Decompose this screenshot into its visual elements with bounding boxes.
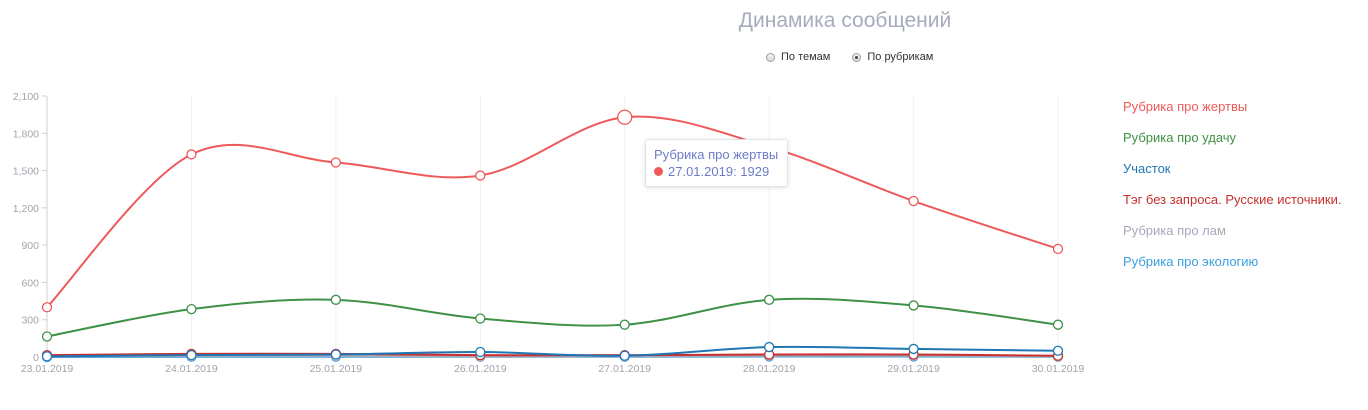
radio-by-rubrics-label: По рубрикам xyxy=(867,51,934,63)
radio-by-topics[interactable]: По темам xyxy=(766,51,830,63)
data-point xyxy=(475,313,486,324)
radio-by-rubrics[interactable]: По рубрикам xyxy=(852,51,933,63)
legend-item-ekologiya[interactable]: Рубрика про экологию xyxy=(1123,254,1259,269)
y-tick-label: 2,100 xyxy=(13,91,39,103)
legend-item-zhertvy[interactable]: Рубрика про жертвы xyxy=(1123,99,1248,114)
x-tick-label: 30.01.2019 xyxy=(1032,363,1085,375)
data-point xyxy=(475,170,486,181)
chart-legend: Рубрика про жертвы Рубрика про удачу Уча… xyxy=(1123,98,1342,284)
data-point xyxy=(186,303,197,315)
data-point xyxy=(330,349,342,360)
radio-by-topics-label: По темам xyxy=(781,51,831,63)
x-tick-label: 27.01.2019 xyxy=(598,363,651,375)
tooltip-series-name: Рубрика про жертвы xyxy=(654,147,779,162)
line-chart: 0 300 600 900 1,200 1,500 1,800 2,100 23.01.2019… xyxy=(13,91,1085,375)
legend-item-lam[interactable]: Рубрика про лам xyxy=(1123,223,1226,238)
radio-by-topics-indicator[interactable] xyxy=(766,52,775,62)
chart-tooltip: Рубрика про жертвы 27.01.2019: 1929 xyxy=(645,139,789,187)
x-tick-label: 23.01.2019 xyxy=(21,363,74,375)
radio-by-rubrics-indicator[interactable] xyxy=(852,52,862,62)
x-tick-label: 29.01.2019 xyxy=(887,363,940,375)
grouping-radio-group: По темам По рубрикам xyxy=(766,51,933,63)
legend-item-uchastok[interactable]: Участок xyxy=(1123,161,1171,176)
chart-title: Динамика сообщений xyxy=(738,9,952,32)
data-point xyxy=(763,294,775,305)
y-tick-label: 1,500 xyxy=(13,166,39,178)
legend-item-teg[interactable]: Тэг без запроса. Русские источники. xyxy=(1123,192,1342,207)
data-point xyxy=(330,294,342,305)
data-point xyxy=(619,319,630,330)
data-point xyxy=(41,302,53,313)
y-tick-label: 300 xyxy=(21,315,39,327)
data-point xyxy=(1052,319,1064,330)
tooltip-value-row: 27.01.2019: 1929 xyxy=(654,163,778,180)
tooltip-value: 27.01.2019: 1929 xyxy=(668,164,770,179)
data-point xyxy=(763,341,775,353)
data-point xyxy=(186,149,197,160)
data-point xyxy=(330,157,342,168)
tooltip-marker-icon xyxy=(654,167,663,176)
series-line-1 xyxy=(46,297,1059,338)
x-tick-label: 28.01.2019 xyxy=(743,363,796,375)
data-point xyxy=(41,331,53,342)
data-point xyxy=(908,195,919,207)
data-point xyxy=(619,350,630,361)
y-tick-label: 1,200 xyxy=(13,203,39,215)
y-tick-label: 900 xyxy=(21,240,39,252)
x-tick-label: 24.01.2019 xyxy=(165,363,218,375)
x-tick-label: 25.01.2019 xyxy=(310,363,363,375)
data-point xyxy=(908,300,919,311)
y-tick-label: 1,800 xyxy=(13,128,39,140)
data-point xyxy=(41,351,53,362)
data-point xyxy=(908,343,919,355)
y-tick-label: 600 xyxy=(21,277,39,289)
y-tick-label: 0 xyxy=(33,352,39,364)
data-point xyxy=(475,346,486,358)
series-line-0 xyxy=(46,115,1059,308)
data-point xyxy=(186,349,197,361)
data-point xyxy=(617,109,633,125)
data-point xyxy=(1052,345,1064,356)
data-point xyxy=(1052,243,1064,255)
series-line-2 xyxy=(46,345,1059,358)
legend-item-udacha[interactable]: Рубрика про удачу xyxy=(1123,130,1237,145)
x-tick-label: 26.01.2019 xyxy=(454,363,507,375)
